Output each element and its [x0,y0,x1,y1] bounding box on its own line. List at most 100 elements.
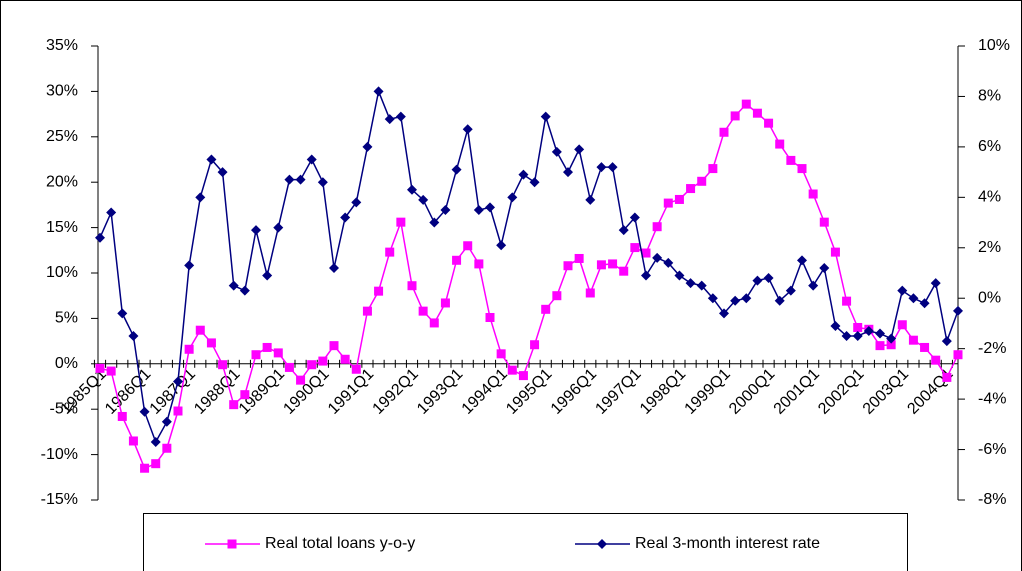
legend-box [143,513,908,571]
legend-label: Real 3-month interest rate [635,535,820,552]
marker [95,232,105,243]
y-tick-label: 35% [46,37,78,54]
marker [162,443,172,453]
marker [329,341,339,351]
marker [173,406,183,416]
marker [607,162,618,173]
marker [941,336,952,347]
marker [273,222,284,233]
marker [652,222,662,232]
marker [140,463,150,473]
marker [908,293,919,304]
marker [496,240,507,251]
marker [574,144,585,155]
marker [585,194,596,205]
marker [151,459,161,469]
marker [930,278,941,289]
marker [106,207,117,218]
marker [764,118,774,128]
marker [752,108,762,118]
marker [251,350,261,360]
marker [875,341,885,351]
y2-tick-label: 8% [978,88,1001,105]
marker [920,342,930,352]
marker [540,111,551,122]
marker [551,146,562,157]
marker [897,320,907,330]
y-tick-label: -10% [41,446,78,463]
marker [273,348,283,358]
marker [128,436,138,446]
marker [696,280,707,291]
y2-tick-label: -2% [978,340,1006,357]
marker [552,291,562,301]
marker [741,99,751,109]
marker [953,350,963,360]
marker [262,270,273,281]
marker [663,198,673,208]
y-tick-label: 25% [46,128,78,145]
marker [708,164,718,174]
marker [485,202,495,213]
marker [340,212,351,223]
marker [440,298,450,308]
marker [786,155,796,165]
marker [507,192,518,203]
marker [429,217,440,228]
marker [886,340,896,350]
y2-tick-label: 4% [978,189,1001,206]
marker [618,225,629,236]
marker [384,114,395,125]
marker [785,285,796,296]
series [95,86,963,447]
marker [418,194,429,205]
marker [774,295,785,306]
marker [184,344,194,354]
y2-tick-label: -8% [978,491,1006,508]
marker [763,273,774,284]
marker [629,212,640,223]
marker [507,365,517,375]
marker [451,164,462,175]
marker [808,189,818,199]
marker [239,285,250,296]
marker [663,257,674,268]
marker [530,340,540,350]
marker [641,270,651,281]
marker [808,280,819,291]
marker [161,416,172,427]
marker [396,217,406,227]
marker [719,308,729,319]
marker [863,326,874,337]
marker [730,111,740,121]
marker [429,318,439,328]
marker [195,192,206,203]
marker [741,293,752,304]
marker [819,262,830,273]
y-tick-label: -15% [41,491,78,508]
marker [407,281,417,291]
marker [485,312,495,322]
marker [306,154,317,165]
marker [953,305,963,316]
series [95,99,963,473]
marker [362,141,373,152]
marker [730,295,741,306]
marker [897,285,908,296]
marker [418,306,428,316]
marker [597,539,607,549]
marker [284,174,295,185]
marker [608,259,618,269]
marker [128,331,139,342]
marker [630,243,640,253]
y2-tick-label: -4% [978,390,1006,407]
marker [295,174,306,185]
marker [707,293,718,304]
marker [195,325,205,335]
marker [240,390,250,400]
marker [117,411,127,421]
marker [875,328,885,339]
y-tick-label: 5% [55,310,78,327]
y2-tick-label: 2% [978,239,1001,256]
marker [919,298,930,309]
